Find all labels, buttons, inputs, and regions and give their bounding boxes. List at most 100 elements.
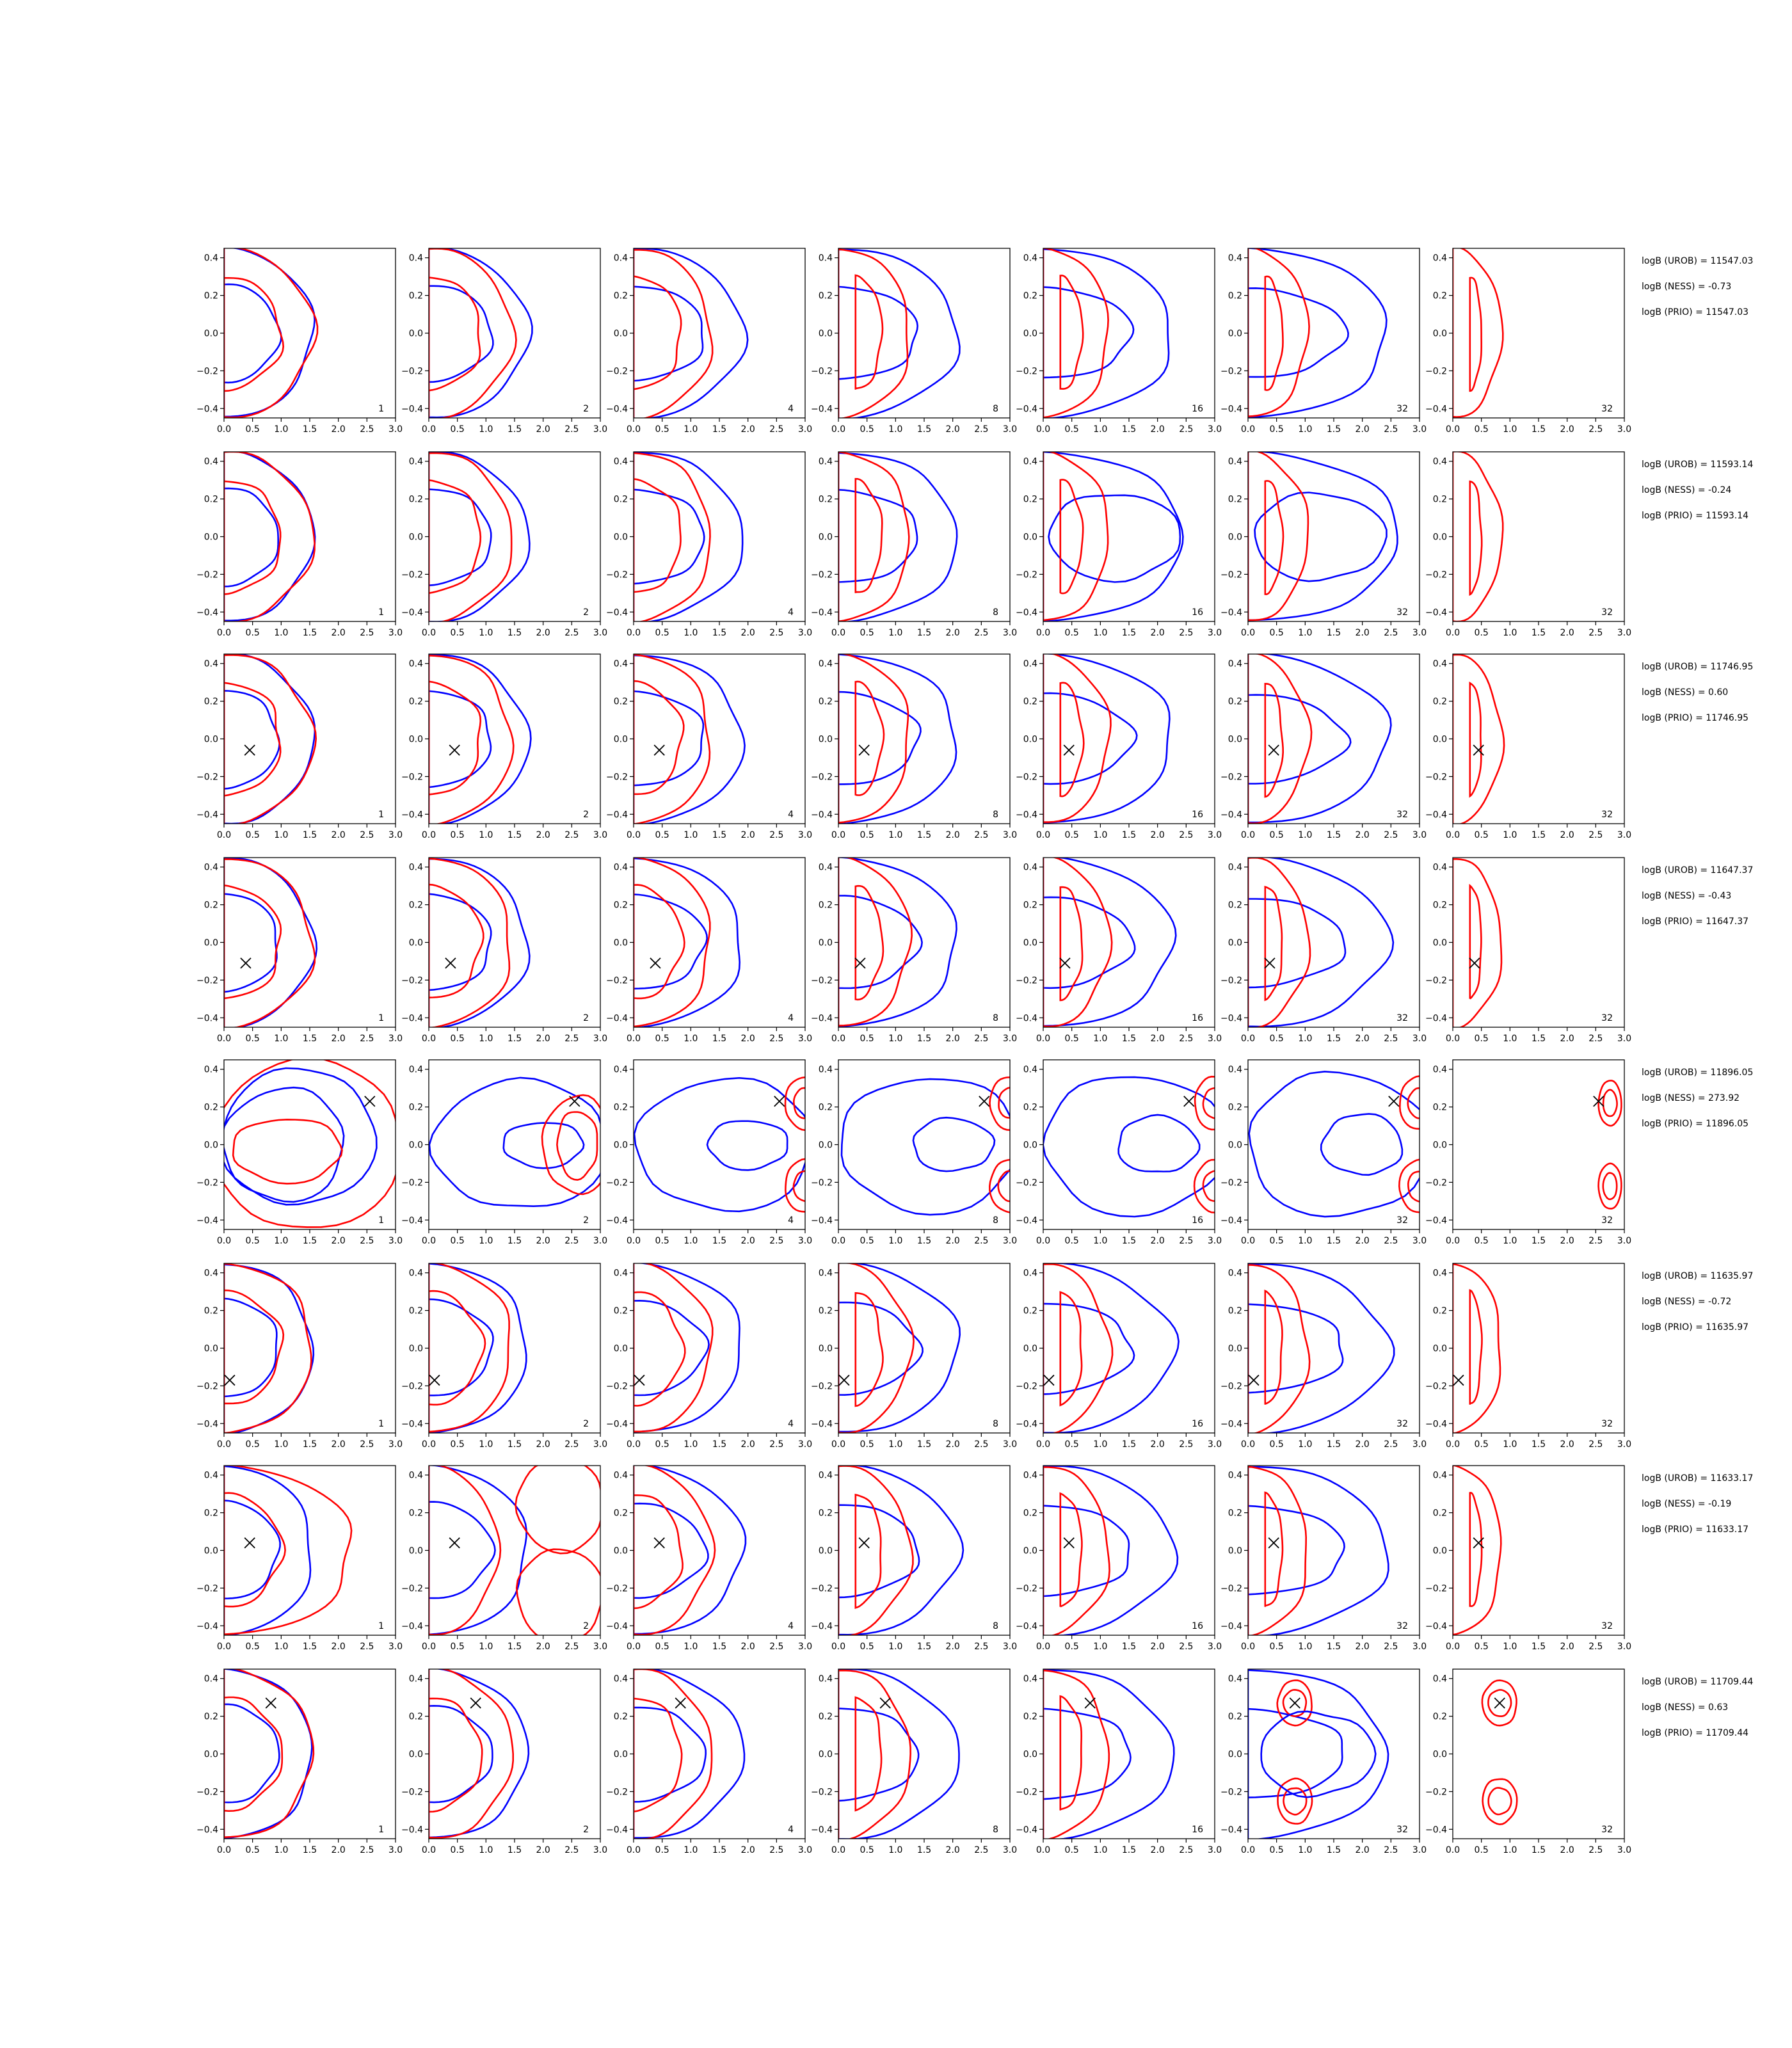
x-tick-label: 1.5 bbox=[1122, 1034, 1136, 1044]
blue-contour bbox=[429, 1298, 494, 1396]
red-contour bbox=[1469, 1492, 1483, 1608]
x-tick-label: 3.0 bbox=[1412, 1236, 1427, 1246]
x-tick-label: 2.0 bbox=[1356, 628, 1370, 638]
x-tick-label: 1.0 bbox=[1093, 1439, 1107, 1450]
red-contour bbox=[634, 478, 682, 593]
y-tick-label: 0.0 bbox=[614, 532, 628, 543]
x-tick-label: 1.5 bbox=[1327, 424, 1341, 435]
y-tick-label: 0.2 bbox=[1023, 291, 1037, 301]
subplot: 0.0 0.5 1.0 1.5 2.0 2.5 3.0 0.4 0.2 0.0 −0.2 −0.4 2 bbox=[401, 1465, 607, 1652]
x-tick-label: 3.0 bbox=[1412, 1034, 1427, 1044]
x-tick-label: 2.0 bbox=[1356, 1845, 1370, 1855]
x-tick-label: 2.5 bbox=[564, 1439, 579, 1450]
x-tick-label: 2.5 bbox=[360, 1034, 374, 1044]
x-tick-label: 0.0 bbox=[1241, 424, 1255, 435]
red-contour bbox=[224, 452, 316, 621]
contour-group bbox=[1453, 654, 1505, 824]
x-tick-label: 3.0 bbox=[593, 1034, 607, 1044]
x-tick-label: 2.5 bbox=[1384, 1034, 1398, 1044]
red-contour bbox=[429, 248, 517, 418]
x-marker bbox=[1268, 744, 1279, 756]
x-tick-label: 0.5 bbox=[451, 424, 465, 435]
y-tick-label: −0.2 bbox=[1220, 975, 1242, 986]
y-tick-label: 0.0 bbox=[409, 1344, 423, 1354]
x-tick-label: 0.0 bbox=[831, 830, 845, 840]
logb-stat: logB (PRIO) = 11593.14 bbox=[1642, 511, 1748, 521]
x-tick-label: 1.0 bbox=[1093, 1236, 1107, 1246]
x-tick-label: 0.0 bbox=[217, 628, 231, 638]
subplot-row: 0.0 0.5 1.0 1.5 2.0 2.5 3.00.40.20.0−0.2−0.4 10… bbox=[196, 653, 1753, 840]
panel-label: 2 bbox=[583, 1825, 589, 1835]
plot-frame bbox=[633, 1668, 806, 1839]
blue-contour bbox=[1043, 1466, 1179, 1635]
blue-contour bbox=[1043, 452, 1184, 621]
contour-group bbox=[224, 1669, 315, 1839]
red-contour bbox=[232, 1118, 343, 1185]
x-marker bbox=[838, 1374, 850, 1386]
blue-contour bbox=[224, 1067, 378, 1206]
x-tick-label: 0.5 bbox=[1065, 424, 1079, 435]
x-tick-label: 3.0 bbox=[1617, 1034, 1631, 1044]
panel-label: 2 bbox=[583, 1215, 589, 1226]
panel-label: 32 bbox=[1396, 1825, 1408, 1835]
x-tick-label: 3.0 bbox=[798, 1236, 812, 1246]
x-tick-label: 2.0 bbox=[946, 1439, 960, 1450]
x-marker bbox=[445, 957, 456, 969]
x-tick-label: 2.5 bbox=[974, 628, 988, 638]
y-tick-label: 0.0 bbox=[819, 329, 833, 339]
x-tick-label: 0.5 bbox=[451, 1845, 465, 1855]
x-tick-label: 3.0 bbox=[1412, 1439, 1427, 1450]
panel-label: 32 bbox=[1601, 404, 1613, 414]
y-tick-label: 0.4 bbox=[614, 1065, 628, 1075]
plot-frame bbox=[1452, 653, 1625, 824]
logb-stat: logB (NESS) = 0.63 bbox=[1642, 1702, 1728, 1713]
x-tick-label: 0.5 bbox=[1475, 1845, 1489, 1855]
y-tick-label: 0.4 bbox=[819, 1065, 833, 1075]
x-tick-label: 2.5 bbox=[974, 1642, 988, 1652]
y-tick-label: −0.2 bbox=[811, 1787, 833, 1797]
x-tick-label: 0.0 bbox=[627, 1439, 641, 1450]
x-tick-label: 0.5 bbox=[1475, 1034, 1489, 1044]
x-tick-label: 1.5 bbox=[1532, 424, 1546, 435]
x-marker bbox=[675, 1697, 686, 1709]
y-tick-label: 0.4 bbox=[1023, 1065, 1037, 1075]
x-tick-label: 0.0 bbox=[422, 1034, 436, 1044]
y-tick-label: 0.2 bbox=[1023, 1508, 1037, 1519]
x-tick-label: 1.5 bbox=[303, 1034, 317, 1044]
red-contour bbox=[224, 1696, 284, 1812]
x-tick-label: 2.0 bbox=[1151, 1034, 1165, 1044]
blue-contour bbox=[1248, 898, 1347, 989]
panel-label: 1 bbox=[378, 1215, 384, 1226]
x-tick-label: 0.0 bbox=[831, 628, 845, 638]
red-contour bbox=[1453, 654, 1505, 824]
y-tick-label: 0.0 bbox=[819, 1750, 833, 1760]
y-tick-label: 0.0 bbox=[819, 532, 833, 543]
x-tick-label: 1.5 bbox=[917, 1845, 931, 1855]
red-contour bbox=[1264, 682, 1284, 798]
red-contour bbox=[1059, 1492, 1083, 1608]
red-contour bbox=[634, 249, 714, 418]
y-tick-label: −0.4 bbox=[401, 1419, 423, 1429]
x-marker bbox=[653, 744, 665, 756]
x-marker bbox=[244, 744, 255, 756]
x-tick-label: 0.0 bbox=[831, 1845, 845, 1855]
y-tick-label: 0.2 bbox=[614, 697, 628, 707]
red-contour bbox=[429, 680, 482, 796]
panel-label: 4 bbox=[788, 1013, 794, 1023]
x-tick-label: 1.0 bbox=[274, 424, 288, 435]
logb-stat: logB (UROB) = 11709.44 bbox=[1642, 1677, 1753, 1687]
x-tick-label: 0.5 bbox=[1065, 628, 1079, 638]
x-tick-label: 0.5 bbox=[1270, 1439, 1284, 1450]
y-tick-label: 0.4 bbox=[1433, 1674, 1447, 1684]
blue-contour bbox=[1248, 694, 1352, 785]
red-contour bbox=[784, 1076, 805, 1132]
x-tick-label: 2.0 bbox=[946, 1845, 960, 1855]
y-tick-label: −0.4 bbox=[401, 810, 423, 820]
panel-label: 32 bbox=[1396, 404, 1408, 414]
red-contour bbox=[634, 654, 711, 824]
x-tick-label: 2.0 bbox=[741, 1439, 755, 1450]
y-tick-label: −0.4 bbox=[811, 607, 833, 618]
y-tick-label: 0.0 bbox=[1228, 329, 1242, 339]
red-contour bbox=[1059, 479, 1084, 595]
y-tick-label: 0.0 bbox=[1023, 1344, 1037, 1354]
